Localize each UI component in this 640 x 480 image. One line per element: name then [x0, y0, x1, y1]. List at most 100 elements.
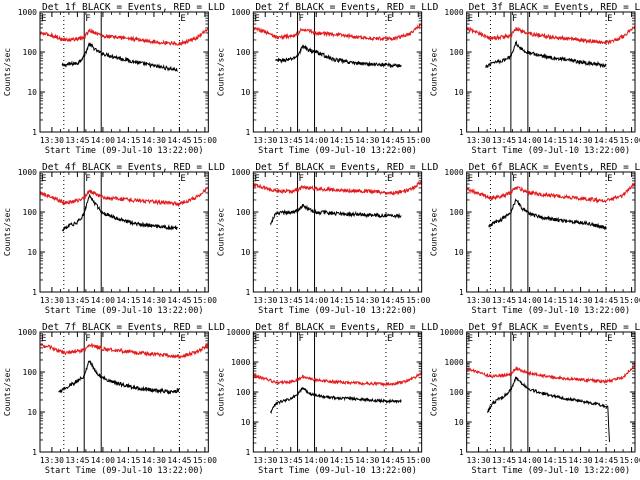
y-tick-label: 10 — [27, 88, 37, 97]
x-tick-label: 14:00 — [91, 136, 115, 145]
x-tick-label: 15:00 — [406, 296, 430, 305]
x-tick-label: 14:00 — [304, 136, 328, 145]
y-axis-label: Counts/sec — [3, 208, 12, 256]
x-axis-label: Start Time (09-Jul-10 13:22:00) — [472, 306, 631, 316]
x-tick-label: 15:00 — [406, 136, 430, 145]
plot-frame — [466, 11, 636, 133]
x-tick-label: 14:00 — [91, 456, 115, 465]
y-tick-label: 100 — [236, 208, 251, 217]
series-events — [58, 360, 180, 395]
y-tick-label: 100 — [23, 208, 38, 217]
plot-frame — [252, 331, 423, 453]
x-tick-label: 13:30 — [253, 456, 277, 465]
x-tick-label: 14:15 — [116, 296, 140, 305]
interval-label: E — [180, 334, 185, 344]
y-tick-label: 100 — [23, 48, 38, 57]
x-tick-label: 13:45 — [65, 296, 89, 305]
series-events — [486, 376, 610, 443]
x-axis-label: Start Time (09-Jul-10 13:22:00) — [45, 466, 204, 476]
interval-label: E — [387, 334, 392, 344]
panel-title: Det 7f BLACK = Events, RED = LLD — [42, 322, 225, 333]
x-axis-label: Start Time (09-Jul-10 13:22:00) — [472, 466, 631, 476]
y-tick-label: 100 — [449, 208, 464, 217]
y-tick-label: 1000 — [231, 8, 250, 17]
x-tick-label: 14:30 — [569, 136, 593, 145]
series-events — [275, 44, 402, 69]
y-tick-label: 1000 — [18, 8, 37, 17]
panel-9: Det 9f BLACK = Events, RED = LLD Counts/s… — [430, 322, 640, 476]
series-lld — [39, 186, 209, 207]
interval-label: E — [41, 334, 46, 344]
x-tick-label: 13:30 — [40, 296, 64, 305]
panel-title: Det 9f BLACK = Events, RED = LLD — [469, 322, 640, 333]
y-tick-label: 1000 — [18, 328, 37, 337]
y-tick-label: 10 — [454, 88, 464, 97]
y-tick-label: 1 — [459, 288, 464, 297]
x-tick-label: 14:30 — [142, 136, 166, 145]
series-lld — [39, 27, 209, 47]
x-tick-label: 14:15 — [116, 456, 140, 465]
x-tick-label: 15:00 — [620, 296, 640, 305]
interval-label: F — [512, 334, 517, 344]
x-tick-label: 15:00 — [620, 456, 640, 465]
interval-label: E — [468, 14, 473, 24]
x-tick-label: 14:45 — [167, 296, 191, 305]
x-tick-label: 14:00 — [518, 456, 542, 465]
x-tick-label: 14:15 — [330, 136, 354, 145]
y-tick-label: 1000 — [18, 168, 37, 177]
x-tick-label: 14:30 — [355, 136, 379, 145]
y-tick-label: 100 — [449, 48, 464, 57]
y-tick-label: 1 — [32, 448, 37, 457]
y-tick-label: 10 — [241, 418, 251, 427]
x-tick-label: 13:45 — [279, 456, 303, 465]
y-tick-label: 10 — [241, 88, 251, 97]
panel-6: Det 6f BLACK = Events, RED = LLD Counts/s… — [430, 162, 640, 316]
y-tick-label: 10 — [241, 248, 251, 257]
panel-title: Det 6f BLACK = Events, RED = LLD — [469, 162, 640, 173]
x-tick-label: 14:00 — [91, 296, 115, 305]
interval-label: F — [299, 14, 304, 24]
x-tick-label: 14:30 — [142, 296, 166, 305]
series-lld — [466, 25, 636, 46]
interval-label: E — [607, 174, 612, 184]
x-tick-label: 13:30 — [467, 456, 491, 465]
panel-title: Det 2f BLACK = Events, RED = LLD — [255, 2, 438, 13]
panel-1: Det 1f BLACK = Events, RED = LLD Counts/s… — [3, 2, 225, 156]
plot-frame — [252, 171, 423, 293]
x-tick-label: 13:45 — [65, 136, 89, 145]
x-tick-label: 14:00 — [518, 296, 542, 305]
series-lld — [252, 23, 423, 42]
y-tick-label: 10000 — [440, 328, 464, 337]
interval-label: E — [41, 174, 46, 184]
x-tick-label: 14:45 — [381, 296, 405, 305]
panel-title: Det 1f BLACK = Events, RED = LLD — [42, 2, 225, 13]
x-tick-label: 14:00 — [304, 296, 328, 305]
x-tick-label: 14:15 — [543, 136, 567, 145]
series-events — [269, 203, 402, 226]
y-axis-label: Counts/sec — [216, 368, 225, 416]
interval-label: F — [85, 334, 90, 344]
interval-label: F — [85, 174, 90, 184]
x-tick-label: 14:30 — [569, 296, 593, 305]
x-tick-label: 13:45 — [279, 296, 303, 305]
interval-label: E — [607, 14, 612, 24]
plot-frame — [39, 331, 209, 453]
x-tick-label: 13:30 — [467, 136, 491, 145]
x-axis-label: Start Time (09-Jul-10 13:22:00) — [258, 466, 417, 476]
x-tick-label: 13:45 — [65, 456, 89, 465]
x-tick-label: 14:30 — [355, 456, 379, 465]
panel-title: Det 5f BLACK = Events, RED = LLD — [255, 162, 438, 173]
y-tick-label: 1 — [459, 128, 464, 137]
series-events — [269, 387, 402, 414]
x-tick-label: 15:00 — [193, 456, 217, 465]
x-tick-label: 15:00 — [193, 296, 217, 305]
interval-label: E — [180, 14, 185, 24]
series-lld — [39, 342, 209, 360]
plot-frame — [39, 11, 209, 133]
y-tick-label: 1000 — [231, 358, 250, 367]
series-lld — [252, 180, 423, 196]
x-axis-label: Start Time (09-Jul-10 13:22:00) — [258, 146, 417, 156]
plot-frame — [466, 171, 636, 293]
interval-label: E — [607, 334, 612, 344]
